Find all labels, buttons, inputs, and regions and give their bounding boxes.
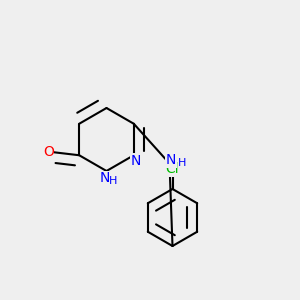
Text: H: H: [109, 176, 117, 186]
Text: N: N: [166, 153, 176, 167]
Text: N: N: [131, 154, 141, 168]
Text: H: H: [178, 158, 187, 168]
Text: N: N: [100, 172, 110, 185]
Text: O: O: [43, 145, 54, 159]
Text: Cl: Cl: [166, 162, 179, 176]
